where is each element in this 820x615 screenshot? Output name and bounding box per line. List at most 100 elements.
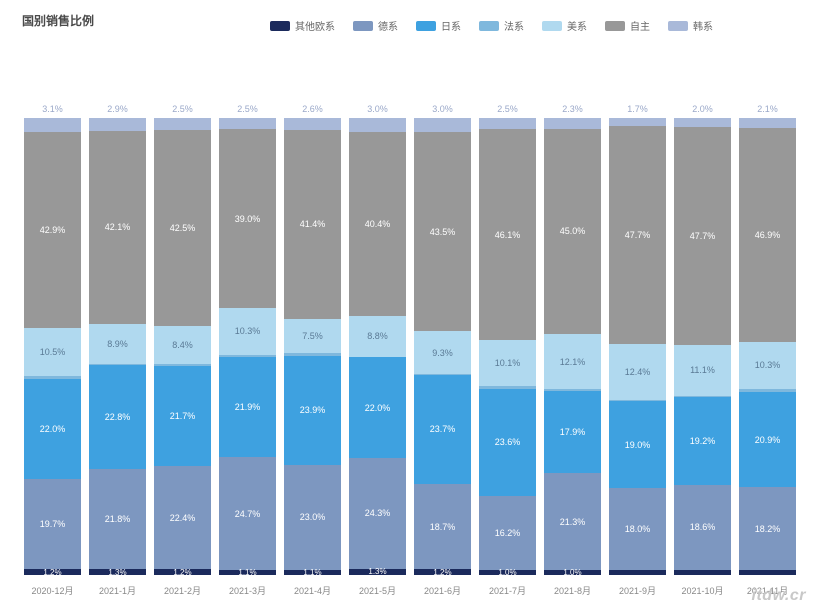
bar-segment-japanese[interactable]: 21.7% [154,366,211,466]
stack-top-label: 2.5% [479,104,536,114]
bar-segment-domestic[interactable]: 43.5% [414,132,471,332]
bar-segment-other_eu[interactable]: 1.0% [479,570,536,575]
bar-segment-other_eu[interactable]: 1.2% [414,569,471,575]
legend-item[interactable]: 美系 [542,18,587,33]
legend-item[interactable]: 德系 [353,18,398,33]
segment-value-label: 19.7% [40,519,66,529]
legend-label: 法系 [504,18,524,33]
bar-segment-american[interactable]: 9.3% [414,331,471,374]
legend-item[interactable]: 法系 [479,18,524,33]
bar-segment-korean[interactable] [24,118,81,132]
x-axis-tick: 2021-3月 [219,584,276,597]
bar-segment-american[interactable]: 10.5% [24,328,81,376]
bar-segment-korean[interactable] [479,118,536,129]
stack-top-label: 2.3% [544,104,601,114]
legend-item[interactable]: 日系 [416,18,461,33]
legend-item[interactable]: 其他欧系 [270,18,335,33]
bar-segment-other_eu[interactable] [674,570,731,575]
segment-value-label: 18.2% [755,524,781,534]
bar-segment-other_eu[interactable]: 1.2% [24,569,81,574]
bar-column: 2.0%47.7%11.1%19.2%18.6% [674,118,731,575]
bar-segment-american[interactable]: 10.3% [219,308,276,355]
bar-segment-other_eu[interactable]: 1.1% [284,570,341,575]
segment-value-label: 1.1% [303,568,321,577]
bar-segment-domestic[interactable]: 47.7% [609,126,666,344]
bar-segment-domestic[interactable]: 47.7% [674,127,731,345]
segment-value-label: 16.2% [495,528,521,538]
bar-segment-american[interactable]: 8.8% [349,316,406,356]
segment-value-label: 21.8% [105,514,131,524]
stack-top-label: 3.0% [414,104,471,114]
bar-segment-korean[interactable] [544,118,601,129]
bar-segment-german[interactable]: 18.2% [739,487,796,570]
bar-segment-japanese[interactable]: 22.0% [24,379,81,480]
bar-segment-japanese[interactable]: 22.0% [349,357,406,458]
bar-segment-american[interactable]: 11.1% [674,345,731,396]
bar-segment-korean[interactable] [284,118,341,130]
bar-segment-domestic[interactable]: 42.1% [89,131,146,323]
bar-segment-domestic[interactable]: 42.9% [24,132,81,328]
bar-segment-german[interactable]: 19.7% [24,479,81,569]
bar-segment-german[interactable]: 18.6% [674,485,731,570]
bar-segment-german[interactable]: 18.7% [414,484,471,570]
bar-segment-other_eu[interactable]: 1.3% [349,569,406,575]
bar-segment-korean[interactable] [609,118,666,126]
bar-segment-japanese[interactable]: 17.9% [544,391,601,473]
bar-segment-domestic[interactable]: 42.5% [154,130,211,326]
chart-plot-area: 3.1%42.9%10.5%22.0%19.7%1.2%2.9%42.1%8.9… [24,118,796,575]
bar-segment-german[interactable]: 24.7% [219,457,276,570]
bar-segment-other_eu[interactable]: 1.0% [544,570,601,575]
legend-item[interactable]: 韩系 [668,18,713,33]
watermark: itdw.cr [752,587,806,605]
bar-segment-american[interactable]: 12.4% [609,344,666,401]
bar-segment-german[interactable]: 16.2% [479,496,536,570]
bar-segment-korean[interactable] [154,118,211,130]
bar-segment-other_eu[interactable]: 1.1% [219,570,276,575]
bar-column: 3.1%42.9%10.5%22.0%19.7%1.2% [24,118,81,575]
bar-segment-american[interactable]: 12.1% [544,334,601,389]
x-axis-tick: 2021-7月 [479,584,536,597]
bar-segment-other_eu[interactable]: 1.2% [154,569,211,575]
segment-value-label: 46.9% [755,230,781,240]
bar-segment-japanese[interactable]: 19.0% [609,401,666,488]
x-axis-tick: 2021-5月 [349,584,406,597]
bar-segment-japanese[interactable]: 23.6% [479,389,536,497]
bar-segment-korean[interactable] [739,118,796,128]
bar-segment-japanese[interactable]: 21.9% [219,357,276,457]
bar-segment-korean[interactable] [349,118,406,132]
bar-segment-american[interactable]: 10.3% [739,342,796,389]
bar-segment-german[interactable]: 23.0% [284,465,341,570]
bar-segment-korean[interactable] [219,118,276,129]
bar-segment-american[interactable]: 7.5% [284,319,341,353]
bar-column: 2.3%45.0%12.1%17.9%21.3%1.0% [544,118,601,575]
bar-segment-japanese[interactable]: 23.9% [284,356,341,465]
bar-segment-japanese[interactable]: 20.9% [739,392,796,487]
bar-segment-german[interactable]: 22.4% [154,466,211,569]
bar-segment-american[interactable]: 8.4% [154,326,211,365]
bar-segment-german[interactable]: 21.3% [544,473,601,570]
bar-segment-korean[interactable] [674,118,731,127]
legend-item[interactable]: 自主 [605,18,650,33]
bar-segment-other_eu[interactable] [739,570,796,575]
bar-segment-japanese[interactable]: 22.8% [89,365,146,469]
bar-segment-domestic[interactable]: 46.9% [739,128,796,342]
bar-segment-korean[interactable] [89,118,146,131]
x-axis-tick: 2021-8月 [544,584,601,597]
bar-segment-other_eu[interactable]: 1.3% [89,569,146,575]
bar-segment-japanese[interactable]: 19.2% [674,397,731,485]
bar-segment-german[interactable]: 21.8% [89,469,146,569]
bar-segment-german[interactable]: 24.3% [349,458,406,569]
bar-segment-domestic[interactable]: 39.0% [219,129,276,307]
bar-segment-korean[interactable] [414,118,471,132]
bar-segment-domestic[interactable]: 45.0% [544,129,601,335]
legend-swatch [605,21,625,31]
bar-segment-domestic[interactable]: 40.4% [349,132,406,317]
segment-value-label: 8.9% [107,339,128,349]
bar-segment-american[interactable]: 8.9% [89,324,146,365]
bar-segment-american[interactable]: 10.1% [479,340,536,386]
bar-segment-domestic[interactable]: 46.1% [479,129,536,340]
bar-segment-japanese[interactable]: 23.7% [414,375,471,484]
bar-segment-other_eu[interactable] [609,570,666,575]
bar-segment-german[interactable]: 18.0% [609,488,666,570]
bar-segment-domestic[interactable]: 41.4% [284,130,341,319]
